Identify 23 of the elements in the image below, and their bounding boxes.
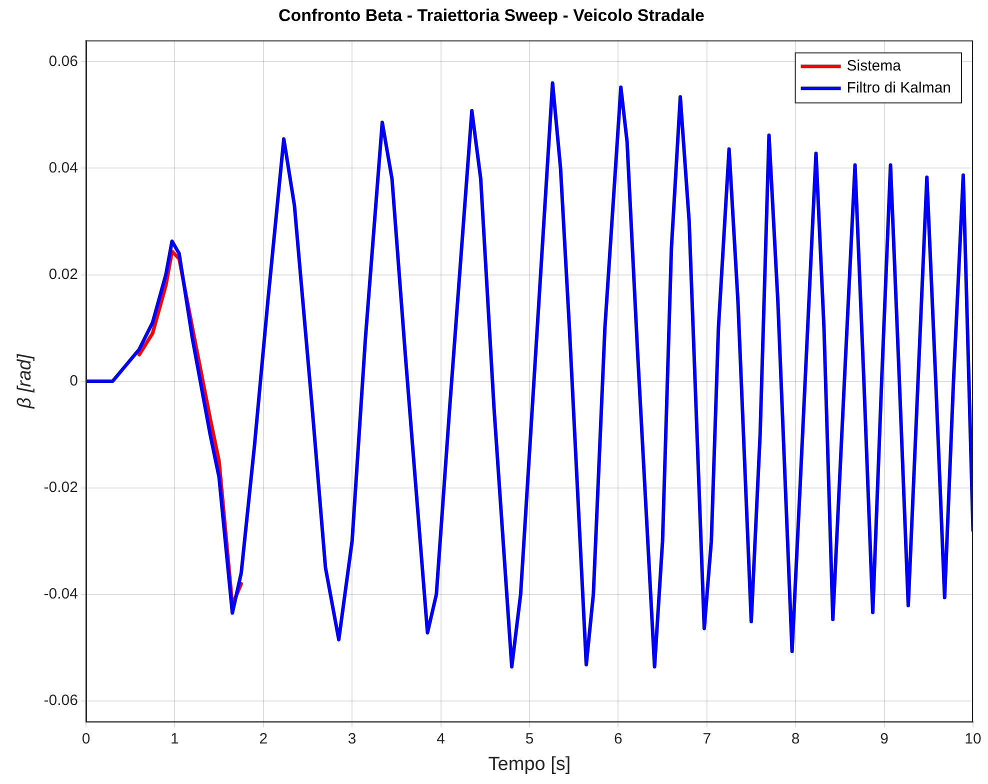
legend-label: Sistema <box>846 58 902 75</box>
y-tick-label: -0.06 <box>44 692 78 710</box>
x-tick-label: 6 <box>614 730 622 748</box>
y-tick-label: 0.02 <box>48 266 78 283</box>
x-tick-label: 1 <box>170 730 179 748</box>
y-axis-title: β [rad] <box>14 354 36 410</box>
y-tick-label: 0.06 <box>48 52 78 70</box>
y-tick-label: -0.04 <box>44 586 78 603</box>
x-tick-label: 3 <box>348 730 356 748</box>
x-tick-label: 7 <box>702 730 712 748</box>
x-tick-label: 9 <box>880 730 888 748</box>
x-tick-label: 8 <box>791 730 800 748</box>
chart-title: Confronto Beta - Traiettoria Sweep - Veicolo Stradale <box>278 6 705 25</box>
y-tick-label: 0.04 <box>48 159 78 176</box>
legend-label: Filtro di Kalman <box>846 80 951 97</box>
y-tick-label: 0 <box>70 372 78 390</box>
y-tick-label: -0.02 <box>44 478 78 496</box>
x-tick-label: 5 <box>525 730 534 748</box>
x-tick-label: 4 <box>436 730 445 748</box>
x-axis-title: Tempo [s] <box>488 754 571 775</box>
x-tick-label: 2 <box>259 730 268 748</box>
x-tick-label: 10 <box>964 730 982 748</box>
x-tick-label: 0 <box>82 730 90 748</box>
